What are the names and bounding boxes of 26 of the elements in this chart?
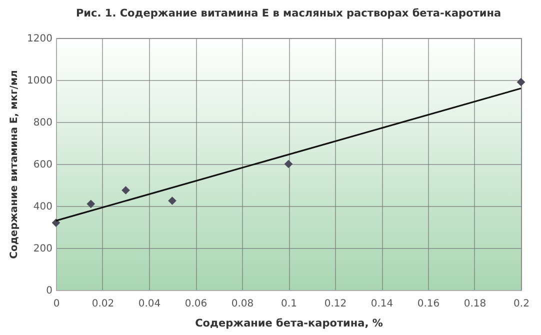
x-tick-label: 0.12 — [324, 298, 347, 310]
chart-title: Рис. 1. Содержание витамина Е в масляных растворах бета-каротина — [76, 8, 502, 20]
x-tick-label: 0.06 — [184, 298, 208, 310]
point — [516, 78, 526, 86]
y-tick-label: 800 — [33, 118, 52, 128]
y-tick-label: 1200 — [27, 34, 52, 44]
x-tick-label: 0.04 — [138, 298, 161, 310]
x-tick-label: 0.1 — [281, 298, 297, 310]
point — [86, 200, 96, 208]
x-tick-label: 0 — [53, 298, 60, 310]
point — [122, 186, 130, 194]
y-tick-label: 0 — [46, 286, 52, 296]
point — [284, 160, 293, 168]
y-tick-label: 600 — [33, 160, 52, 170]
y-axis-title: Содержание витамина Е, мкг/мл — [9, 70, 20, 259]
x-tick-label: 0.08 — [231, 298, 254, 310]
y-tick-label: 1000 — [27, 76, 52, 86]
x-tick-label: 0.2 — [514, 298, 530, 310]
x-tick-label: 0.02 — [92, 298, 114, 310]
x-tick-label: 0.14 — [370, 298, 394, 310]
x-tick-label: 0.18 — [464, 298, 486, 310]
x-axis-title: Содержание бета-каротина, % — [195, 318, 384, 330]
y-tick-label: 200 — [33, 244, 52, 254]
point — [168, 196, 176, 205]
x-tick-label: 0.16 — [417, 298, 440, 310]
y-tick-label: 400 — [33, 202, 52, 212]
